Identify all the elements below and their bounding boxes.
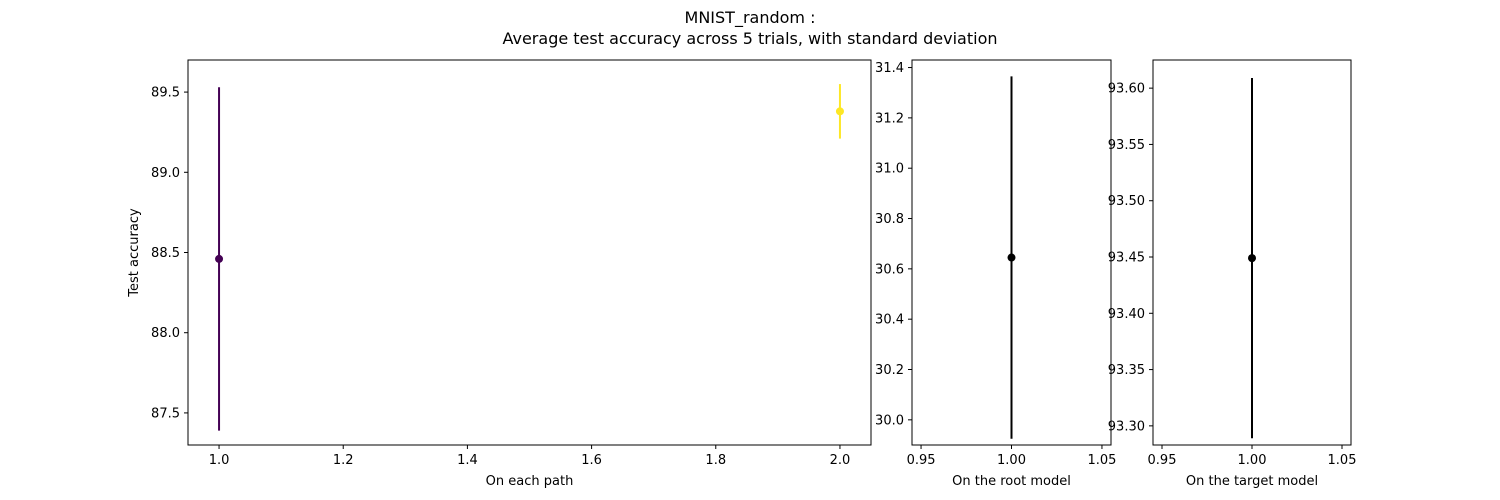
subplot-3-ytick-label: 93.45 [1108,251,1145,266]
subplot-3-point-1 [1248,254,1256,263]
subplot-2-ytick-label: 31.0 [875,162,904,177]
subplot-1-ytick-label: 88.0 [151,326,180,341]
subplot-2-xlabel: On the root model [952,474,1071,489]
subplot-3-xtick-label: 1.00 [1238,453,1267,468]
subplot-3-ytick-label: 93.35 [1108,363,1145,378]
subplot-2-point-1 [1007,253,1016,262]
subplot-2-xtick-label: 1.00 [997,453,1026,468]
subplot-2-ytick-label: 30.0 [875,413,904,428]
subplot-3-xlabel: On the target model [1186,474,1318,489]
subplot-1-xtick-label: 1.8 [705,453,726,468]
subplot-1-point-2 [835,107,844,116]
figure-title-line-1: MNIST_random : [684,8,816,27]
subplot-1-xtick-label: 1.0 [209,453,230,468]
subplot-2-ytick-label: 30.6 [875,262,904,277]
subplot-1-point-1 [215,254,224,263]
subplot-1-ytick-label: 88.5 [151,246,180,261]
subplot-2-ytick-label: 30.4 [875,313,904,328]
subplot-3-xtick-label: 0.95 [1148,453,1177,468]
subplot-1-axes-frame [187,59,872,446]
subplot-1-xtick-label: 1.6 [581,453,602,468]
subplot-1-xlabel: On each path [486,474,574,489]
subplot-3-ytick-label: 93.50 [1108,194,1145,209]
subplot-2-ytick-label: 31.2 [875,111,904,126]
subplot-1-ylabel: Test accuracy [127,208,142,298]
figure-title-line-2: Average test accuracy across 5 trials, w… [502,29,998,48]
subplot-2-ytick-label: 30.2 [875,363,904,378]
subplot-2-xtick-label: 1.05 [1087,453,1116,468]
subplot-3-xtick-label: 1.05 [1328,453,1357,468]
subplot-2-ytick-label: 31.4 [875,61,904,76]
subplot-1-xtick-label: 1.4 [457,453,478,468]
subplot-3-ytick-label: 93.55 [1108,138,1145,153]
subplot-1-ytick-label: 89.5 [151,86,180,101]
subplot-1-xtick-label: 1.2 [333,453,354,468]
subplot-1-ytick-label: 87.5 [151,406,180,421]
subplot-3-ytick-label: 93.30 [1108,419,1145,434]
subplot-3-ytick-label: 93.40 [1108,307,1145,322]
subplot-3-ytick-label: 93.60 [1108,82,1145,97]
subplot-2-xtick-label: 0.95 [907,453,936,468]
subplot-2-ytick-label: 30.8 [875,212,904,227]
subplot-1-xtick-label: 2.0 [830,453,851,468]
subplot-1-ytick-label: 89.0 [151,166,180,181]
